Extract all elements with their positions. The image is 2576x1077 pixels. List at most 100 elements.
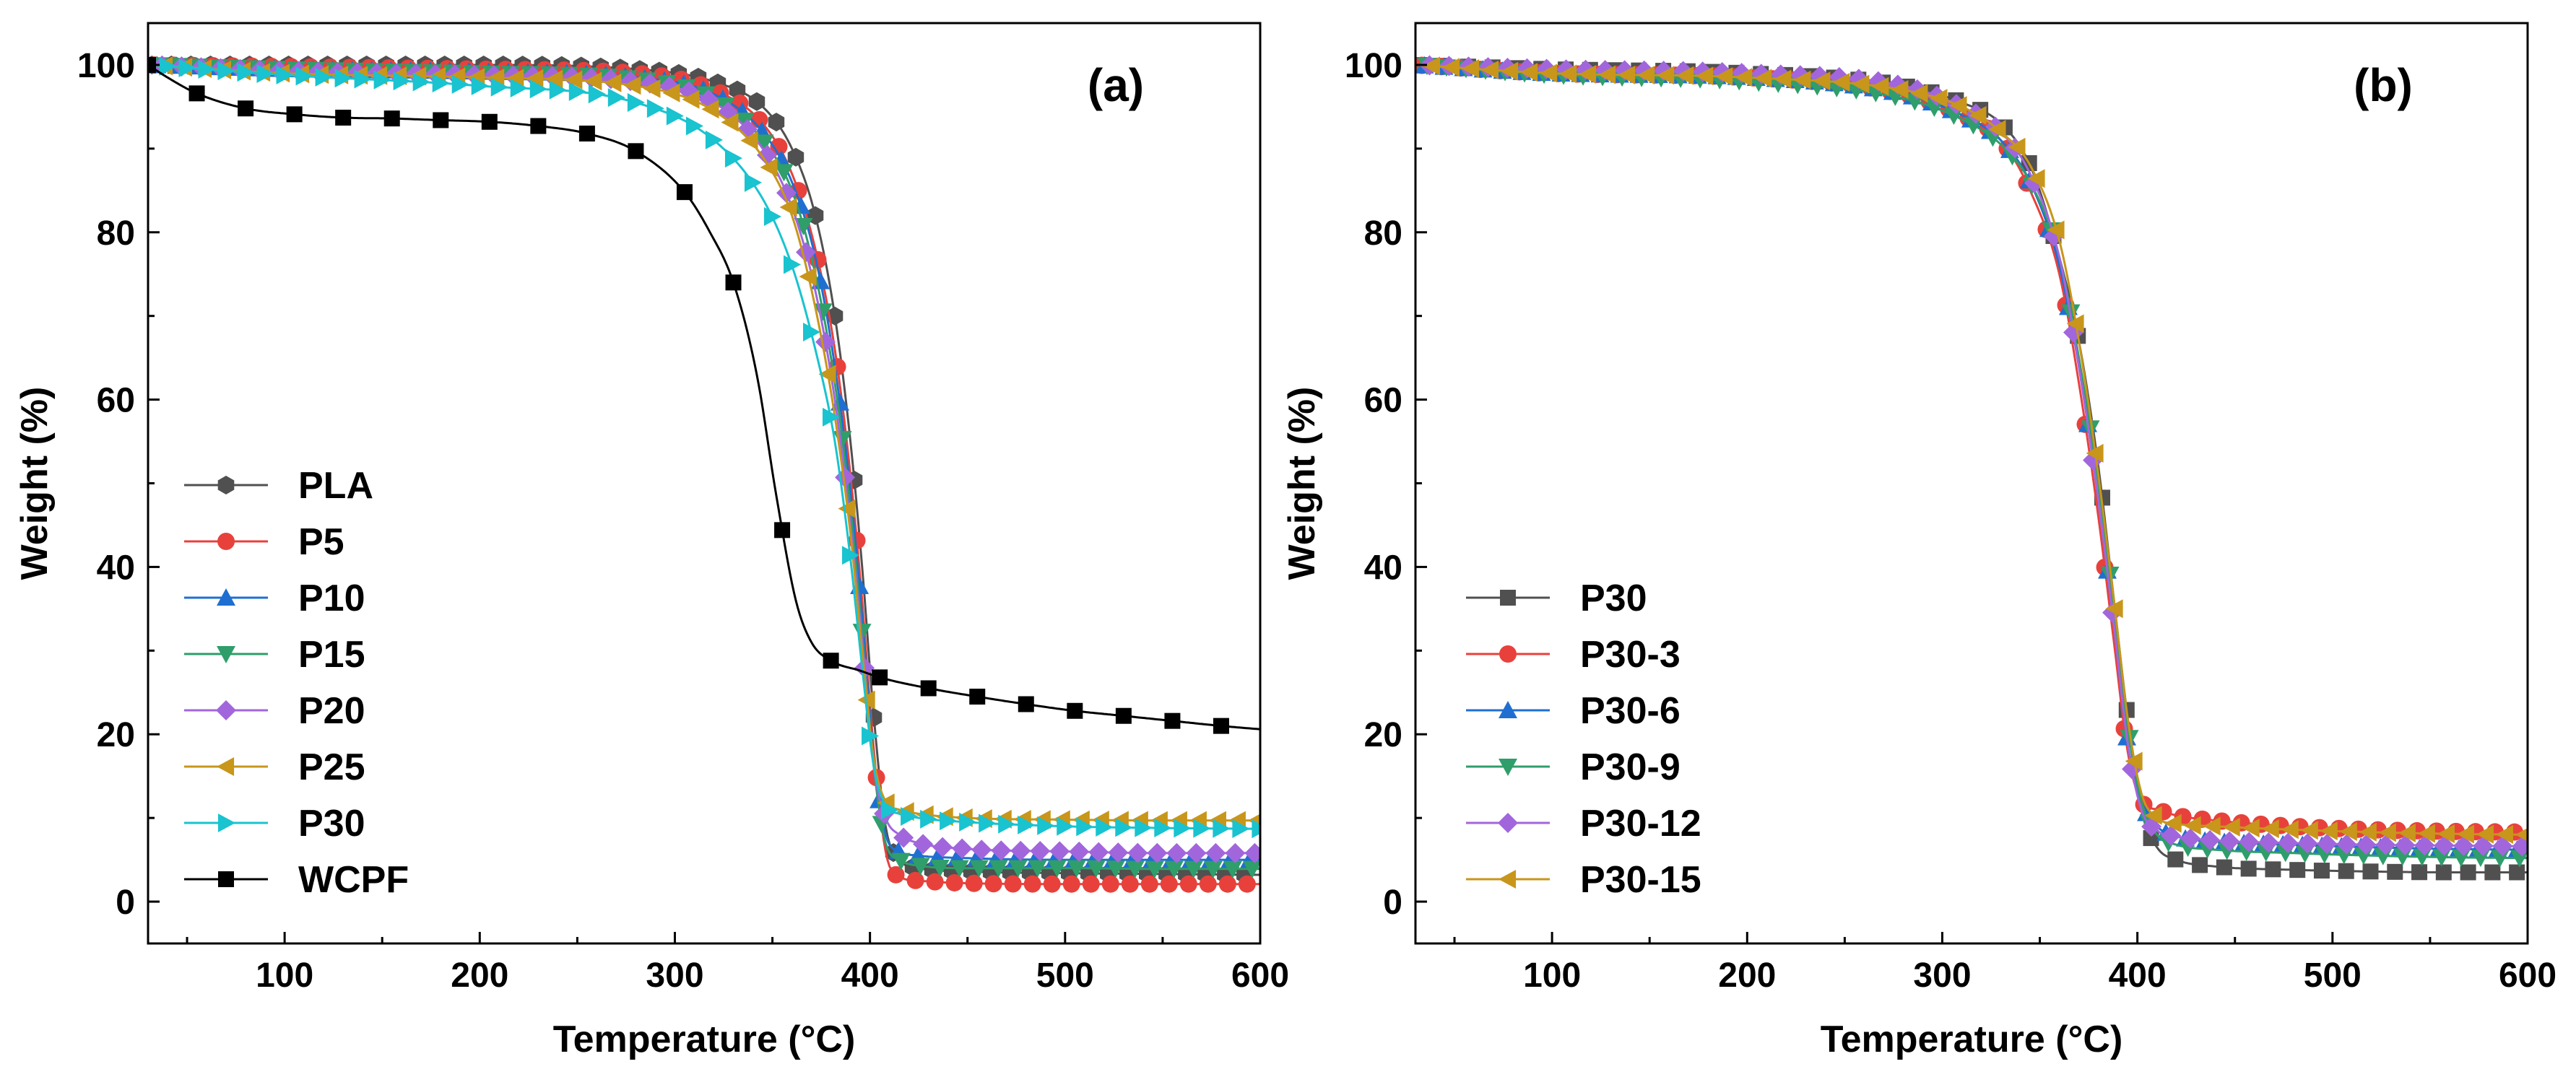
legend-label: P30 — [298, 803, 365, 845]
data-point — [740, 131, 758, 150]
data-point — [1813, 71, 1831, 91]
data-point — [799, 267, 817, 287]
legend-label: PLA — [298, 465, 373, 507]
series-p30-12 — [1415, 55, 2528, 857]
data-point — [2471, 850, 2490, 868]
data-point — [979, 814, 997, 833]
data-point — [989, 860, 1008, 878]
data-point — [1076, 817, 1094, 837]
legend-marker — [1498, 813, 1518, 833]
panel-a: 100 200 300 400 500 600 0 20 40 60 80 100 Temperatur… — [14, 22, 1289, 1060]
data-point — [2336, 834, 2357, 855]
legend-marker — [217, 757, 235, 776]
data-point — [2066, 314, 2084, 333]
data-point — [2414, 835, 2435, 856]
data-point — [1657, 66, 1675, 85]
data-point — [2192, 857, 2208, 873]
data-point — [971, 840, 992, 860]
data-point — [237, 63, 255, 82]
data-point — [969, 860, 989, 878]
data-point — [2144, 806, 2162, 825]
data-point — [2378, 823, 2396, 842]
x-tick-label: 600 — [2499, 956, 2557, 995]
data-point — [1135, 818, 1153, 837]
legend-item: P25 — [184, 746, 365, 788]
x-tick-label: 200 — [451, 956, 508, 995]
data-point — [920, 809, 938, 829]
data-point — [217, 61, 235, 81]
series-line — [148, 64, 1260, 861]
data-point — [794, 217, 813, 235]
data-point — [2219, 831, 2240, 852]
data-point — [1218, 875, 1236, 893]
data-point — [2437, 824, 2455, 844]
x-tick-label: 300 — [646, 956, 703, 995]
y-axis-title: Weight (%) — [14, 387, 56, 580]
series-p30 — [1415, 57, 2528, 881]
data-point — [2258, 832, 2279, 853]
series-wcpf — [148, 56, 1260, 734]
data-point — [682, 90, 700, 109]
data-point — [787, 147, 805, 167]
legend-label: WCPF — [298, 859, 409, 901]
data-point — [1501, 61, 1519, 81]
data-point — [721, 113, 739, 132]
data-point — [2484, 864, 2501, 881]
data-point — [920, 680, 937, 697]
data-point — [451, 74, 469, 94]
data-point — [1441, 58, 1460, 77]
legend-marker — [1499, 758, 1517, 776]
data-point — [1108, 842, 1129, 863]
data-point — [490, 77, 508, 97]
data-point — [565, 70, 583, 90]
x-tick-label: 400 — [841, 956, 899, 995]
data-point — [1057, 816, 1075, 836]
data-point — [1832, 73, 1850, 92]
legend-label: P30-3 — [1580, 634, 1681, 676]
data-point — [1754, 69, 1772, 88]
y-tick-label: 20 — [1364, 716, 1402, 754]
data-point — [770, 138, 788, 156]
data-point — [783, 255, 802, 274]
data-point — [2167, 851, 2184, 868]
data-point — [2261, 819, 2279, 839]
data-point — [188, 85, 205, 102]
x-axis-title: Temperature (°C) — [1821, 1019, 2123, 1060]
data-point — [2492, 836, 2513, 857]
data-point — [529, 79, 547, 99]
legend-label: P30 — [1580, 577, 1647, 619]
data-point — [1540, 64, 1558, 83]
panel-b: 100 200 300 400 500 600 0 20 40 60 80 100 Temperatur… — [1281, 22, 2557, 1060]
data-point — [1213, 819, 1231, 838]
legend: PLA P5 P10 P15 P20 P25 P30 WCPF — [184, 465, 409, 901]
data-point — [2387, 863, 2403, 880]
data-point — [2313, 863, 2330, 879]
data-point — [1145, 860, 1164, 878]
data-point — [959, 812, 977, 832]
data-point — [335, 109, 352, 126]
data-point — [1520, 63, 1538, 82]
data-point — [755, 134, 774, 152]
data-point — [2339, 821, 2357, 841]
data-point — [969, 689, 986, 705]
data-point — [2008, 137, 2026, 157]
data-point — [1422, 56, 1441, 76]
data-point — [1069, 841, 1090, 862]
data-point — [945, 873, 963, 891]
y-tick-label: 40 — [1364, 549, 1402, 587]
y-tick-label: 80 — [97, 214, 135, 253]
legend-label: P20 — [298, 690, 365, 732]
data-point — [481, 113, 498, 130]
data-point — [1028, 860, 1047, 878]
legend-marker — [1499, 701, 1517, 719]
data-point — [1106, 860, 1125, 878]
data-point — [906, 871, 924, 889]
data-point — [735, 113, 755, 131]
data-point — [1244, 842, 1260, 863]
legend-marker — [217, 476, 235, 494]
data-point — [2239, 832, 2260, 853]
data-point — [2338, 863, 2354, 879]
data-point — [627, 92, 645, 112]
legend-label: P30-6 — [1580, 690, 1681, 732]
data-point — [1127, 842, 1148, 863]
